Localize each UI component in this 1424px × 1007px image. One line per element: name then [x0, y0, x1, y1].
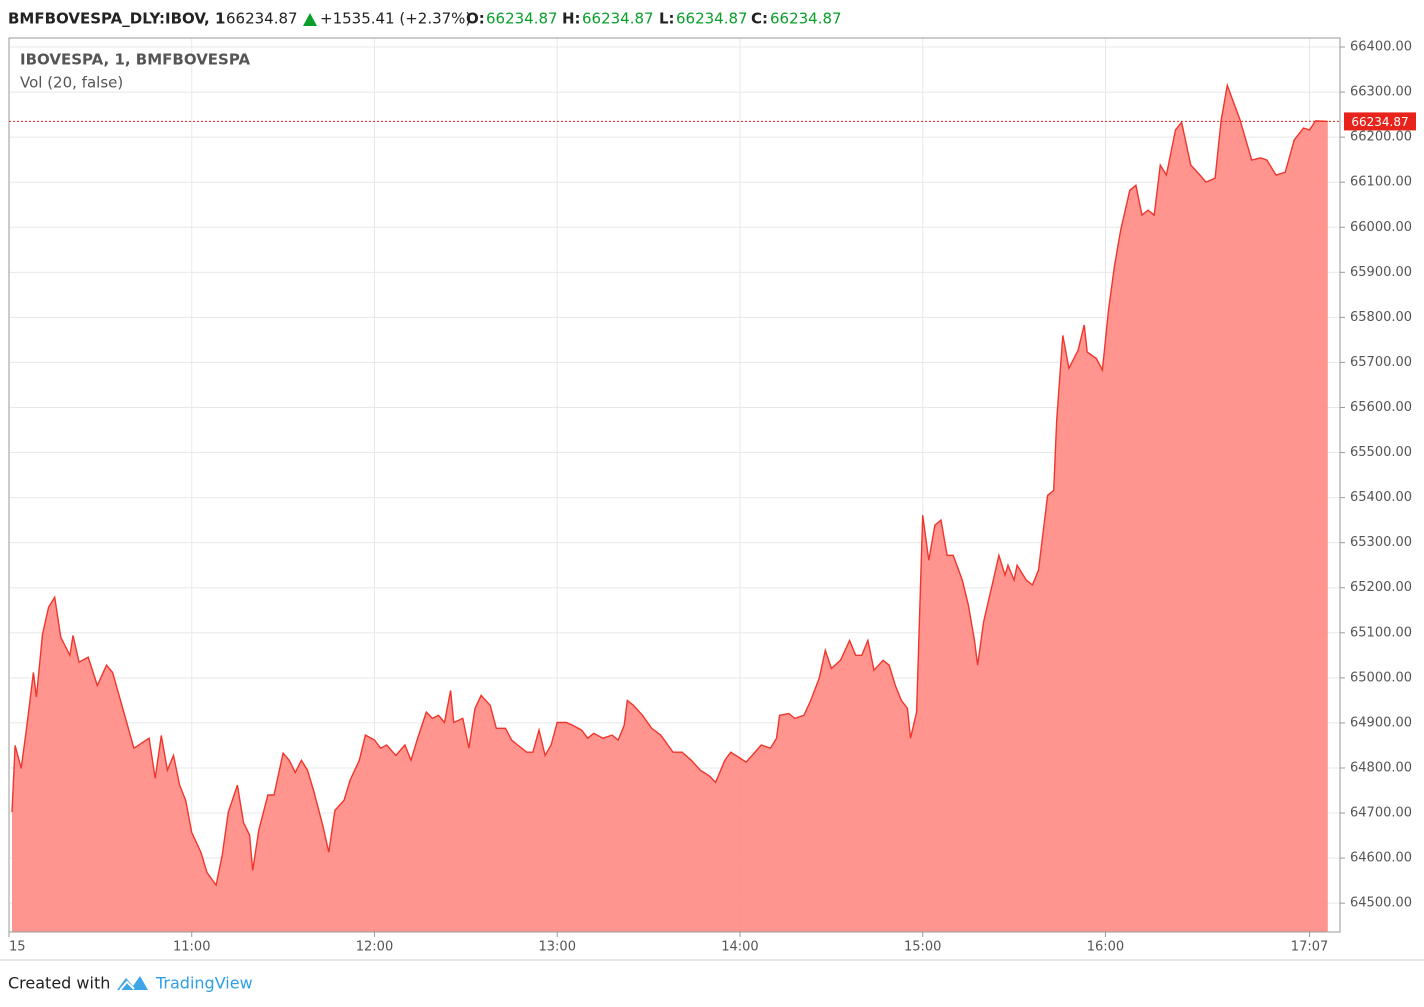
- y-tick-label: 64500.00: [1350, 896, 1412, 911]
- brand[interactable]: TradingView: [155, 974, 253, 993]
- chart-title: IBOVESPA, 1, BMFBOVESPA: [20, 51, 250, 69]
- y-tick-label: 65300.00: [1350, 535, 1412, 550]
- y-tick-label: 66300.00: [1350, 85, 1412, 100]
- y-tick-label: 66000.00: [1350, 220, 1412, 235]
- brand-logo: [117, 976, 148, 990]
- y-tick-label: 64600.00: [1350, 851, 1412, 866]
- open: 66234.87: [486, 10, 558, 28]
- y-tick-label: 64800.00: [1350, 760, 1412, 775]
- y-tick-label: 65000.00: [1350, 670, 1412, 685]
- symbol: BMFBOVESPA_DLY:IBOV, 1: [8, 10, 225, 28]
- low-label: L:: [659, 10, 675, 28]
- y-tick-label: 65400.00: [1350, 490, 1412, 505]
- last-price-box: [1344, 112, 1416, 131]
- close: 66234.87: [770, 10, 842, 28]
- y-tick-label: 66400.00: [1350, 40, 1412, 55]
- area-line: [11, 82, 1328, 887]
- x-tick-label: 13:00: [539, 940, 576, 955]
- area-fill: [12, 85, 1328, 933]
- y-tick-label: 65100.00: [1350, 625, 1412, 640]
- x-tick-label: 17:07: [1291, 940, 1328, 955]
- high: 66234.87: [582, 10, 654, 28]
- y-tick-label: 65200.00: [1350, 580, 1412, 595]
- last-price-label: 66234.87: [1351, 115, 1408, 129]
- y-tick-label: 66200.00: [1350, 130, 1412, 145]
- y-tick-label: 65800.00: [1350, 310, 1412, 325]
- open-label: O:: [466, 10, 485, 28]
- y-tick-label: 64900.00: [1350, 715, 1412, 730]
- x-tick-label: 14:00: [721, 940, 758, 955]
- brand-logo-detail: [119, 980, 135, 991]
- y-tick-label: 66100.00: [1350, 175, 1412, 190]
- footer-text: Created with: [8, 974, 110, 993]
- change: +1535.41 (+2.37%): [320, 10, 471, 28]
- high-label: H:: [562, 10, 581, 28]
- x-tick-label: 16:00: [1087, 940, 1124, 955]
- y-tick-label: 65500.00: [1350, 445, 1412, 460]
- plot: [11, 82, 1328, 933]
- x-tick-label: 15: [9, 940, 26, 955]
- low: 66234.87: [676, 10, 748, 28]
- y-tick-label: 65600.00: [1350, 400, 1412, 415]
- chart-subtitle: Vol (20, false): [20, 74, 123, 92]
- x-tick-label: 12:00: [356, 940, 393, 955]
- y-tick-label: 65900.00: [1350, 265, 1412, 280]
- x-tick-label: 11:00: [173, 940, 210, 955]
- close-label: C:: [751, 10, 768, 28]
- x-tick-label: 15:00: [904, 940, 941, 955]
- y-tick-label: 65700.00: [1350, 355, 1412, 370]
- y-tick-label: 64700.00: [1350, 806, 1412, 821]
- price: 66234.87: [226, 10, 298, 28]
- up-arrow: [303, 13, 317, 26]
